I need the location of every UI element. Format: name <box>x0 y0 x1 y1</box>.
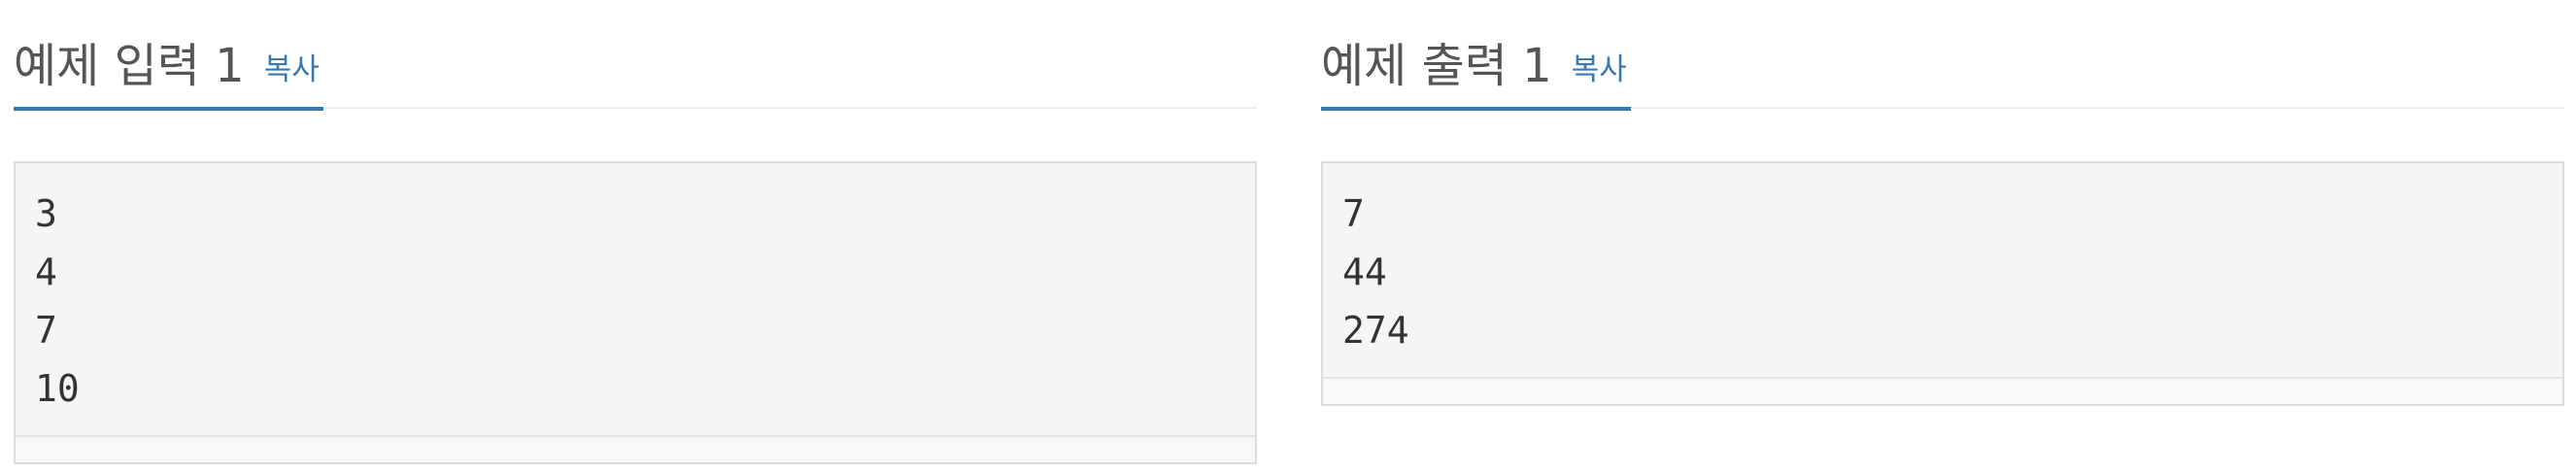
sample-input-headline: 예제 입력 1 복사 <box>14 0 1257 111</box>
copy-input-button[interactable]: 복사 <box>263 52 320 87</box>
sample-output-title: 예제 출력 1 <box>1321 39 1552 93</box>
sample-input-box[interactable]: 3 4 7 10 <box>14 161 1257 464</box>
sample-output-data[interactable]: 7 44 274 <box>1342 192 1409 352</box>
sample-input-title-underline: 예제 입력 1 복사 <box>14 2 323 111</box>
copy-output-button[interactable]: 복사 <box>1571 52 1627 87</box>
sample-output-headline: 예제 출력 1 복사 <box>1321 0 2564 111</box>
sample-input-data[interactable]: 3 4 7 10 <box>35 192 80 410</box>
sample-output-box[interactable]: 7 44 274 <box>1321 161 2564 406</box>
sample-output-title-underline: 예제 출력 1 복사 <box>1321 2 1631 111</box>
sample-input-scrollbar[interactable] <box>16 435 1255 462</box>
sample-input-title: 예제 입력 1 <box>14 39 245 93</box>
sample-input-panel: 예제 입력 1 복사 3 4 7 10 <box>14 0 1257 464</box>
sample-output-scrollbar[interactable] <box>1323 377 2562 404</box>
sample-output-panel: 예제 출력 1 복사 7 44 274 <box>1321 0 2564 406</box>
